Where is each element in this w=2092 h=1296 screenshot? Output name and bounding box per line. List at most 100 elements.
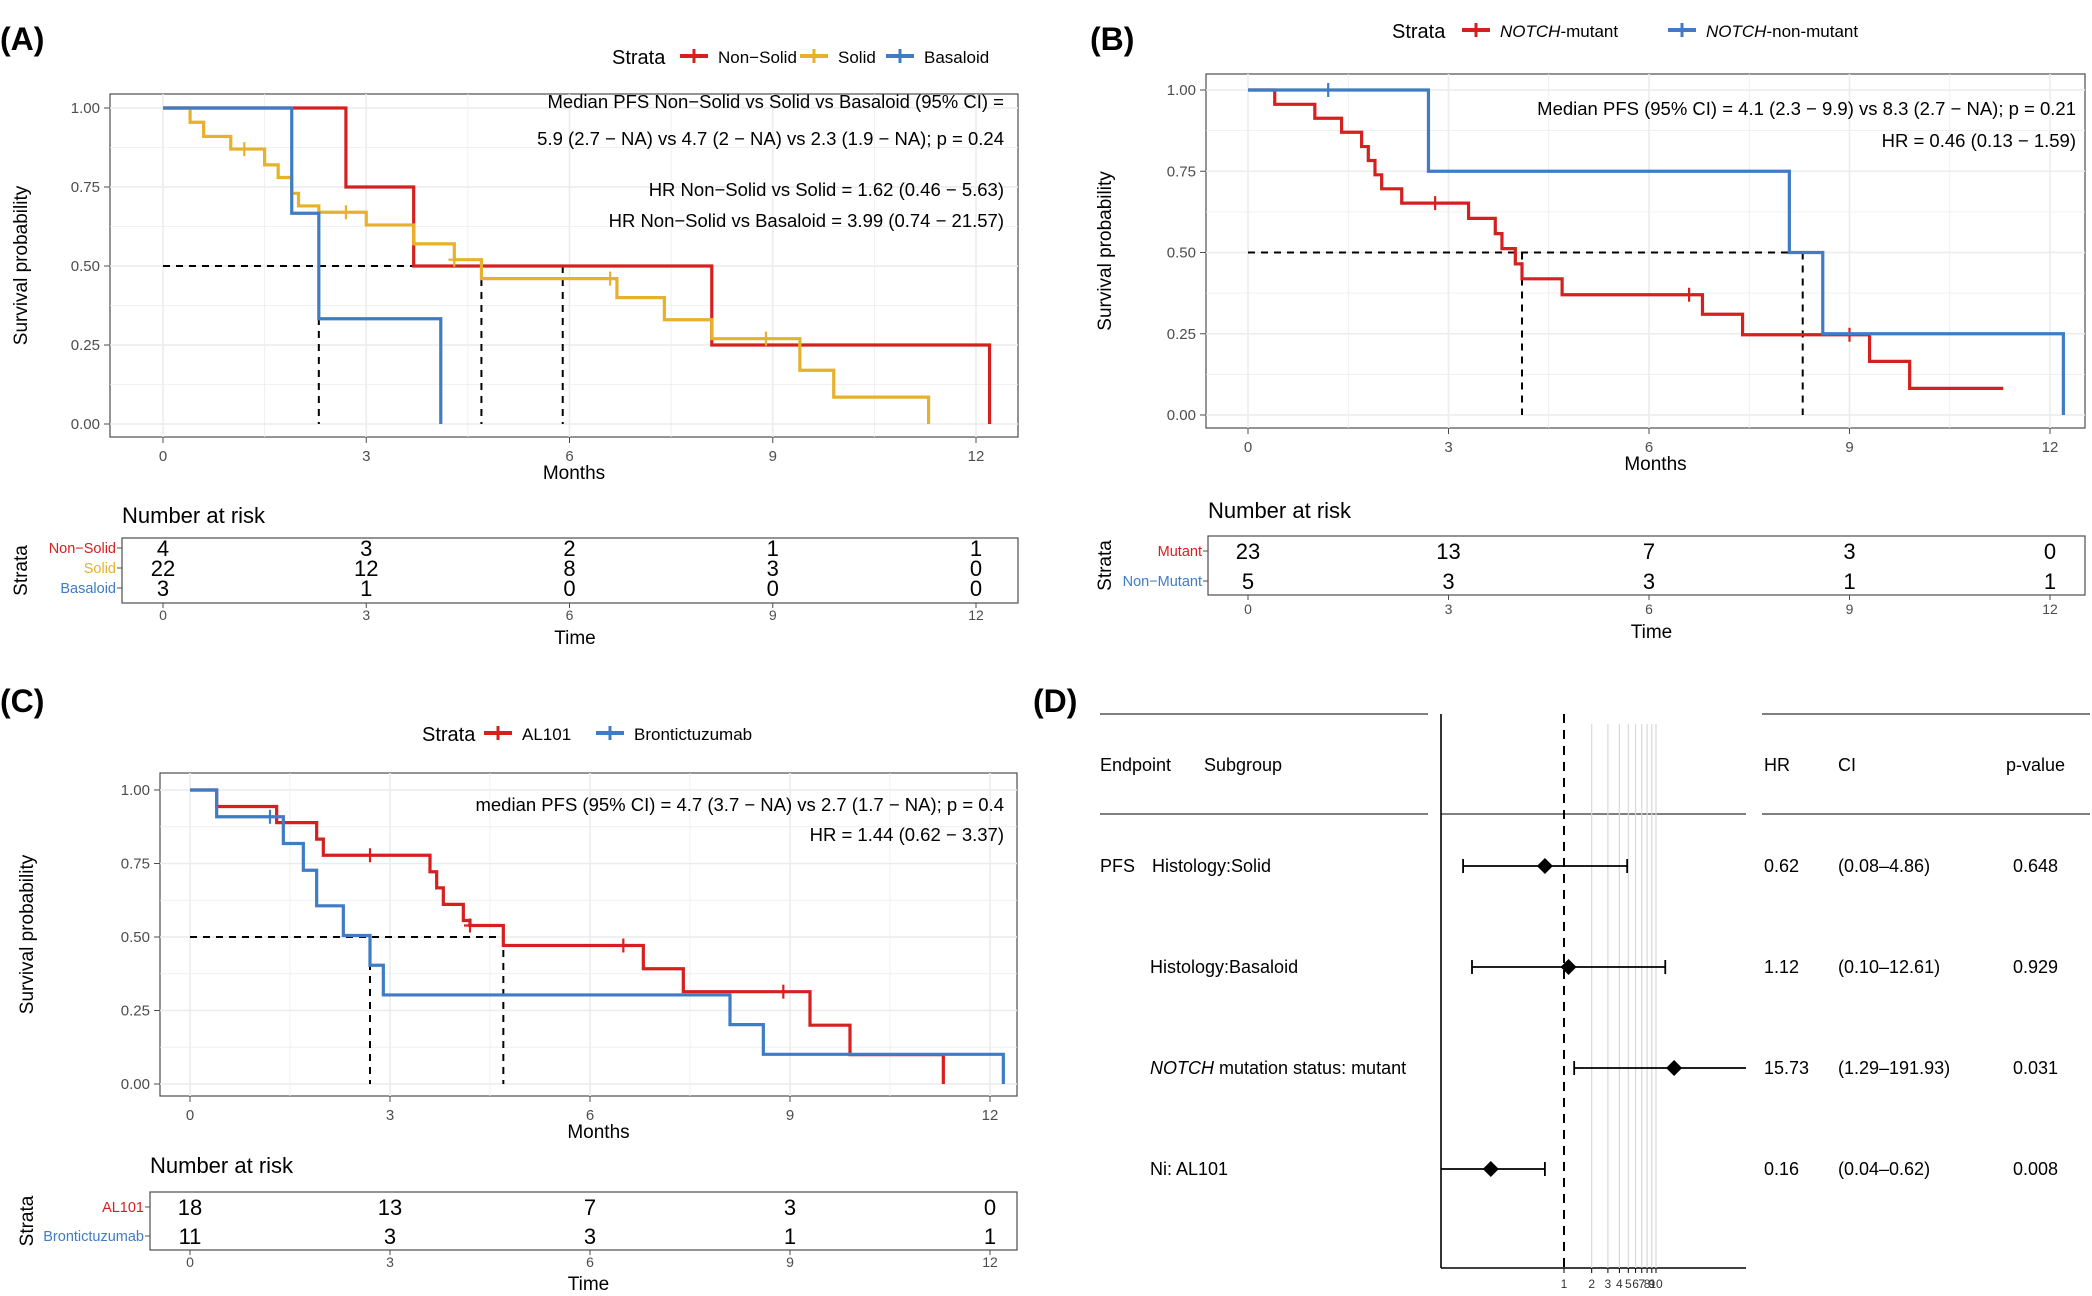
km-curve-notch-mutant xyxy=(1248,88,2004,390)
risk-x-axis-label: Time xyxy=(568,1274,610,1295)
x-tick-label: 6 xyxy=(586,1107,594,1124)
x-tick-label: 0 xyxy=(159,448,167,465)
risk-x-axis-label: Time xyxy=(554,628,596,649)
legend-label: NOTCH-non-mutant xyxy=(1706,22,1858,41)
header-endpoint: Endpoint xyxy=(1100,755,1171,775)
median-annotation: Median PFS (95% CI) = 4.1 (2.3 − 9.9) vs… xyxy=(1537,98,2076,119)
risk-count: 7 xyxy=(1643,539,1655,564)
x-tick-label: 3 xyxy=(386,1107,394,1124)
legend-label: Non−Solid xyxy=(718,48,797,67)
header-hr: HR xyxy=(1764,755,1790,775)
header-subgroup: Subgroup xyxy=(1204,755,1282,775)
hr-diamond xyxy=(1560,959,1577,975)
km-curve-al101 xyxy=(190,788,945,1084)
risk-y-axis-label: Strata xyxy=(17,1195,38,1246)
median-annotation: HR Non−Solid vs Solid = 1.62 (0.46 − 5.6… xyxy=(649,179,1004,200)
risk-count: 1 xyxy=(784,1224,796,1249)
risk-count: 1 xyxy=(2044,569,2056,594)
forest-x-tick-label: 4 xyxy=(1616,1277,1623,1291)
risk-count: 8 xyxy=(563,556,575,581)
risk-x-tick-label: 12 xyxy=(968,607,984,623)
row-hr: 1.12 xyxy=(1764,957,1799,977)
y-tick-label: 0.75 xyxy=(71,179,100,196)
risk-x-tick-label: 6 xyxy=(1645,601,1653,617)
legend-label: Solid xyxy=(838,48,876,67)
risk-count: 3 xyxy=(360,536,372,561)
risk-strata-label: Non−Mutant xyxy=(1123,574,1202,590)
risk-count: 3 xyxy=(584,1224,596,1249)
x-axis-label: Months xyxy=(1624,454,1686,475)
forest-x-tick-label: 6 xyxy=(1632,1277,1639,1291)
plot-area xyxy=(1205,73,2086,429)
km-curve-brontictuzumab xyxy=(190,788,1005,1084)
legend-label-italic: NOTCH xyxy=(1500,22,1561,41)
legend-label-rest: -non-mutant xyxy=(1766,22,1858,41)
row-subgroup-text: mutation status: mutant xyxy=(1214,1058,1406,1078)
risk-count: 5 xyxy=(1242,569,1254,594)
x-tick-label: 6 xyxy=(1645,439,1653,456)
km-curve-solid xyxy=(163,106,931,424)
x-axis-label: Months xyxy=(567,1122,629,1143)
median-annotation: median PFS (95% CI) = 4.7 (3.7 − NA) vs … xyxy=(475,794,1004,815)
censor-mark xyxy=(1429,196,1442,211)
legend-title: Strata xyxy=(612,47,666,69)
censor-mark xyxy=(339,205,352,220)
x-tick-label: 0 xyxy=(1244,439,1252,456)
risk-count: 18 xyxy=(178,1195,202,1220)
risk-x-tick-label: 9 xyxy=(786,1254,794,1270)
y-tick-label: 0.25 xyxy=(121,1003,150,1020)
row-p: 0.929 xyxy=(2013,957,2058,977)
y-tick-label: 1.00 xyxy=(1167,82,1196,99)
x-tick-label: 9 xyxy=(769,448,777,465)
x-tick-label: 9 xyxy=(1845,439,1853,456)
risk-count: 23 xyxy=(1236,539,1260,564)
risk-count: 3 xyxy=(157,576,169,601)
risk-count: 0 xyxy=(984,1195,996,1220)
legend-title: Strata xyxy=(422,724,476,746)
x-tick-label: 12 xyxy=(968,448,985,465)
risk-count: 13 xyxy=(1436,539,1460,564)
risk-count: 3 xyxy=(384,1224,396,1249)
forest-x-tick-label: 9 xyxy=(1648,1277,1655,1291)
censor-mark xyxy=(759,331,772,346)
row-subgroup-italic: NOTCH xyxy=(1150,1058,1215,1078)
y-tick-label: 1.00 xyxy=(121,782,150,799)
row-ci: (0.08–4.86) xyxy=(1838,856,1930,876)
row-subgroup-text: Ni: AL101 xyxy=(1150,1159,1228,1179)
risk-x-axis-label: Time xyxy=(1631,622,1673,643)
risk-x-tick-label: 3 xyxy=(1445,601,1453,617)
censor-mark xyxy=(604,271,617,286)
censor-mark xyxy=(464,918,476,933)
risk-count: 13 xyxy=(378,1195,402,1220)
risk-strata-label: Mutant xyxy=(1158,544,1202,560)
forest-x-tick-label: 1 xyxy=(1561,1277,1568,1291)
panel-label: (C) xyxy=(0,683,44,719)
y-tick-label: 0.25 xyxy=(71,337,100,354)
hr-diamond xyxy=(1482,1161,1499,1177)
legend-label: NOTCH-mutant xyxy=(1500,22,1618,41)
median-annotation: HR Non−Solid vs Basaloid = 3.99 (0.74 − … xyxy=(609,210,1004,231)
risk-strata-label: Brontictuzumab xyxy=(43,1229,144,1245)
risk-x-tick-label: 9 xyxy=(769,607,777,623)
censor-mark xyxy=(364,848,376,863)
y-axis-label: Survival probability xyxy=(17,854,38,1014)
km-curve-basaloid xyxy=(163,106,443,424)
risk-count: 0 xyxy=(563,576,575,601)
row-subgroup: Histology:Basaloid xyxy=(1150,957,1298,977)
risk-y-axis-label: Strata xyxy=(11,545,32,596)
risk-count: 7 xyxy=(584,1195,596,1220)
y-tick-label: 0.50 xyxy=(71,258,100,275)
risk-table-frame xyxy=(1207,535,2086,596)
x-axis-label: Months xyxy=(543,463,605,484)
censor-mark xyxy=(777,984,790,999)
x-tick-label: 0 xyxy=(186,1107,194,1124)
row-p: 0.031 xyxy=(2013,1058,2058,1078)
panel-label: (B) xyxy=(1090,21,1134,57)
y-tick-label: 1.00 xyxy=(71,100,100,117)
hr-diamond xyxy=(1536,858,1553,874)
row-ci: (1.29–191.93) xyxy=(1838,1058,1950,1078)
risk-y-axis-label: Strata xyxy=(1095,540,1116,591)
